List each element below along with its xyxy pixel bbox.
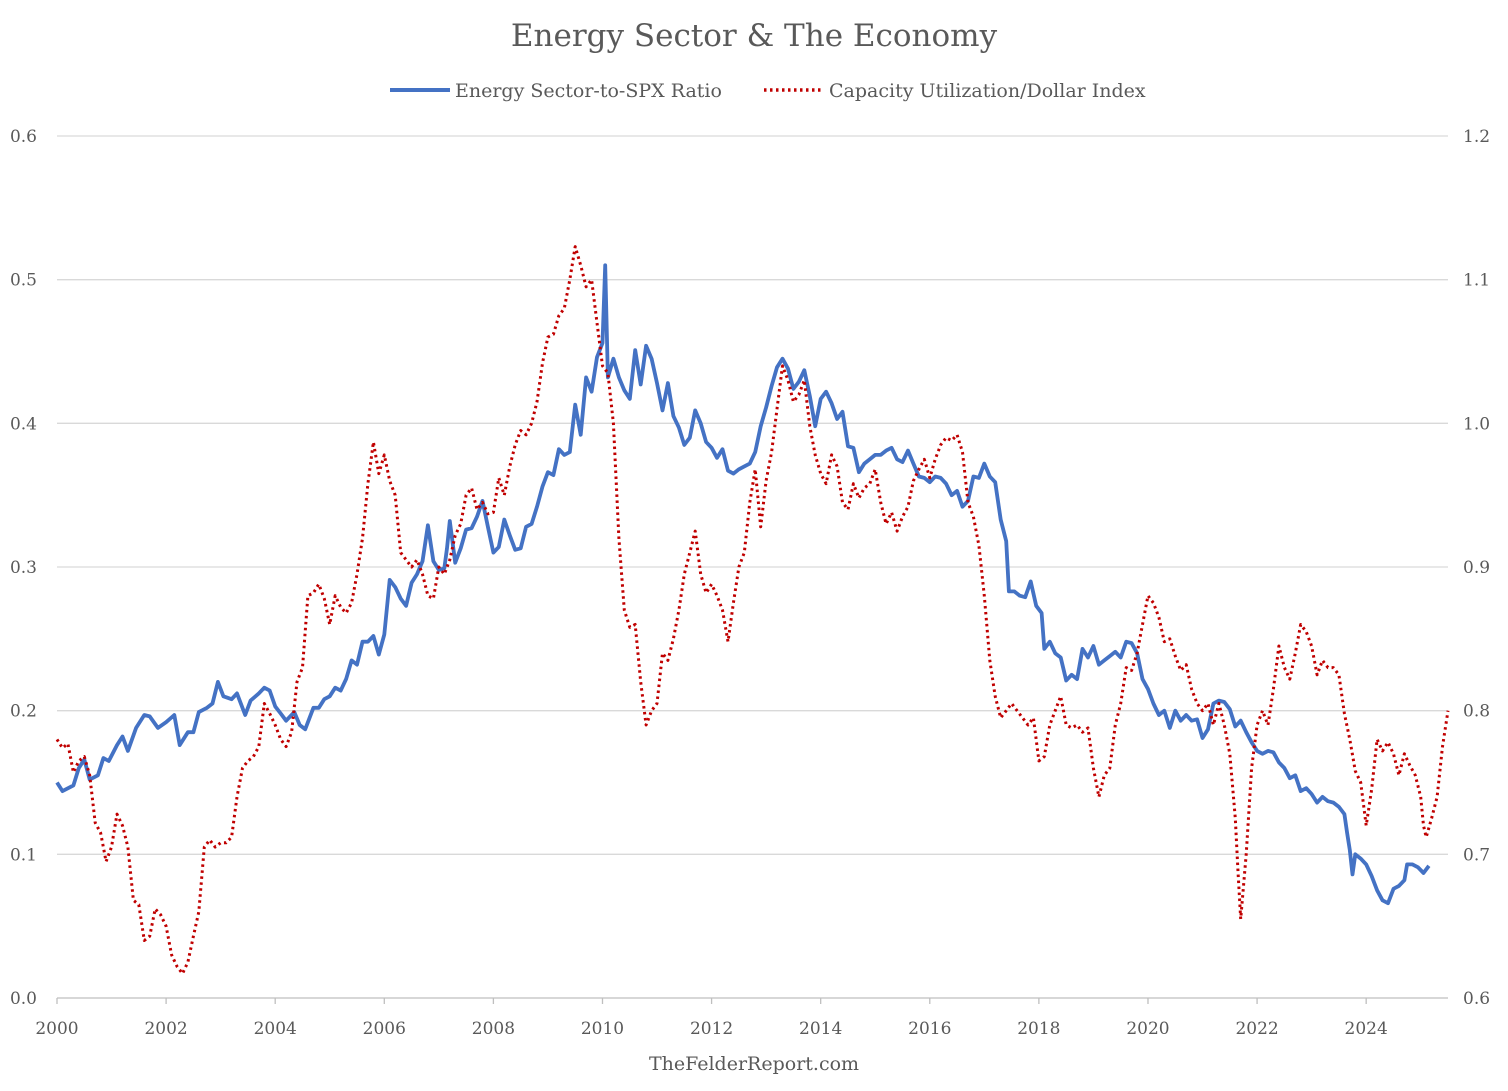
x-tick-label: 2016: [908, 1019, 951, 1039]
x-axis: 2000 2002 2004 2006 2008 2010 2012 2014 2016 2018…: [35, 997, 1448, 1039]
y-right-tick-label: 0.9: [1463, 558, 1490, 578]
y-right-tick-label: 1.0: [1463, 414, 1490, 434]
y-left-tick-label: 0.1: [10, 845, 37, 865]
x-tick-label: 2008: [472, 1019, 515, 1039]
series-group: [55, 245, 1450, 976]
chart-title: Energy Sector & The Economy: [511, 18, 998, 54]
y-left-tick-label: 0.6: [10, 127, 37, 147]
x-tick-label: 2002: [144, 1019, 187, 1039]
y-right-tick-label: 0.7: [1463, 845, 1490, 865]
series-line-capacity-dollar: [55, 245, 1450, 976]
y-left-tick-label: 0.2: [10, 702, 37, 722]
x-tick-label: 2018: [1017, 1019, 1060, 1039]
x-tick-label: 2012: [690, 1019, 733, 1039]
x-tick-label: 2006: [363, 1019, 406, 1039]
y-axis-left: 0.0 0.1 0.2 0.3 0.4 0.5 0.6: [10, 127, 37, 1009]
x-tick-label: 2010: [581, 1019, 624, 1039]
x-tick-label: 2000: [35, 1019, 78, 1039]
y-right-tick-label: 1.1: [1463, 271, 1490, 291]
series-line-energy-ratio: [55, 263, 1431, 906]
source-credit: TheFelderReport.com: [649, 1053, 859, 1075]
y-right-tick-label: 1.2: [1463, 127, 1490, 147]
x-tick-label: 2020: [1126, 1019, 1169, 1039]
y-left-tick-label: 0.5: [10, 271, 37, 291]
y-left-tick-label: 0.3: [10, 558, 37, 578]
x-tick-label: 2004: [254, 1019, 297, 1039]
y-left-tick-label: 0.4: [10, 414, 37, 434]
legend-label-capacity: Capacity Utilization/Dollar Index: [829, 80, 1146, 102]
y-axis-right: 0.6 0.7 0.8 0.9 1.0 1.1 1.2: [1463, 127, 1490, 1009]
y-right-tick-label: 0.6: [1463, 989, 1490, 1009]
y-left-tick-label: 0.0: [10, 989, 37, 1009]
gridlines: [57, 135, 1448, 855]
x-tick-label: 2022: [1235, 1019, 1278, 1039]
legend: Energy Sector-to-SPX Ratio Capacity Util…: [390, 80, 1146, 102]
y-right-tick-label: 0.8: [1463, 702, 1490, 722]
x-tick-label: 2014: [799, 1019, 842, 1039]
legend-label-ratio: Energy Sector-to-SPX Ratio: [455, 80, 722, 102]
x-tick-label: 2024: [1345, 1019, 1388, 1039]
